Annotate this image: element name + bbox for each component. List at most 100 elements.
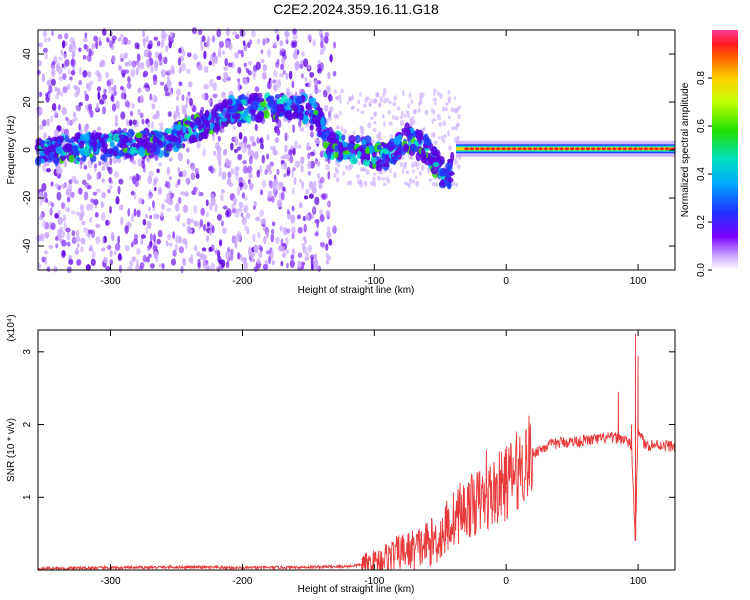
- noise-blob: [327, 71, 331, 80]
- ridge-blob: [301, 114, 309, 125]
- noise-blob: [229, 252, 234, 261]
- noise-blob: [208, 60, 213, 66]
- noise-blob: [312, 180, 317, 188]
- noise-blob: [163, 56, 168, 65]
- noise-blob: [279, 49, 283, 56]
- noise-blob: [412, 169, 415, 174]
- ridge-blob: [91, 140, 98, 146]
- noise-blob: [48, 85, 53, 94]
- noise-blob: [154, 62, 158, 72]
- noise-blob: [264, 169, 268, 176]
- noise-blob: [218, 239, 223, 247]
- noise-blob: [59, 230, 66, 239]
- noise-blob: [96, 188, 101, 194]
- noise-blob: [342, 171, 345, 176]
- ridge-peak: [501, 147, 506, 151]
- noise-blob: [285, 237, 289, 246]
- noise-blob: [348, 96, 353, 102]
- ridge-blob: [131, 138, 137, 144]
- noise-blob: [454, 126, 458, 131]
- noise-blob: [345, 164, 349, 171]
- noise-blob: [230, 142, 234, 151]
- noise-blob: [201, 35, 206, 43]
- noise-blob: [105, 160, 109, 169]
- noise-blob: [180, 191, 185, 196]
- noise-blob: [311, 206, 317, 216]
- noise-blob: [96, 172, 99, 181]
- noise-blob: [270, 233, 275, 243]
- noise-blob: [273, 41, 277, 48]
- noise-blob: [382, 113, 385, 119]
- noise-blob: [210, 262, 216, 272]
- ridge-blob: [157, 139, 163, 146]
- noise-blob: [408, 177, 413, 184]
- noise-blob: [292, 147, 296, 156]
- ridge-blob: [127, 128, 135, 139]
- snr-y-ticks: 1 2 3: [22, 349, 675, 500]
- noise-blob: [292, 124, 295, 134]
- noise-blob: [60, 49, 63, 56]
- noise-blob: [409, 120, 414, 126]
- noise-blob: [175, 105, 180, 114]
- noise-blob: [220, 188, 225, 194]
- ridge-blob: [333, 151, 339, 159]
- noise-blob: [373, 120, 377, 125]
- noise-blob: [221, 171, 227, 180]
- noise-blob: [177, 178, 181, 186]
- noise-blob: [109, 157, 113, 166]
- noise-blob: [372, 176, 376, 182]
- colorbar-label: Normalized spectral amplitude: [680, 82, 691, 217]
- noise-blob: [182, 237, 187, 245]
- noise-blob: [101, 178, 106, 183]
- noise-blob: [61, 250, 66, 257]
- ridge-blob: [103, 134, 110, 139]
- noise-blob: [132, 176, 136, 185]
- noise-blob: [242, 256, 247, 265]
- noise-blob: [142, 254, 148, 263]
- ridge-blob: [137, 146, 146, 156]
- noise-blob: [159, 81, 165, 86]
- noise-blob: [65, 227, 71, 233]
- noise-blob: [167, 233, 172, 241]
- noise-blob: [372, 127, 377, 133]
- noise-blob: [92, 191, 98, 196]
- noise-blob: [68, 43, 73, 53]
- noise-blob: [314, 196, 320, 206]
- noise-blob: [118, 264, 123, 274]
- spectrogram-y-tick-label: -40: [22, 238, 33, 253]
- noise-blob: [186, 158, 190, 165]
- noise-blob: [141, 198, 145, 205]
- noise-blob: [134, 42, 139, 49]
- noise-blob: [292, 187, 295, 196]
- noise-blob: [288, 70, 293, 80]
- noise-blob: [140, 234, 146, 239]
- noise-blob: [371, 139, 376, 144]
- noise-blob: [89, 80, 94, 85]
- noise-blob: [243, 204, 249, 213]
- noise-blob: [115, 196, 120, 205]
- noise-blob: [396, 106, 401, 111]
- noise-blob: [261, 72, 267, 80]
- noise-blob: [83, 43, 88, 50]
- noise-blob: [216, 152, 222, 161]
- noise-blob: [62, 214, 67, 223]
- noise-blob: [63, 128, 69, 136]
- noise-blob: [158, 122, 164, 127]
- noise-blob: [182, 169, 188, 178]
- noise-blob: [432, 92, 436, 97]
- ridge-blob: [337, 141, 343, 152]
- noise-blob: [93, 163, 98, 169]
- noise-blob: [186, 52, 192, 58]
- noise-blob: [237, 78, 241, 83]
- noise-blob: [205, 211, 209, 217]
- noise-blob: [241, 192, 246, 199]
- noise-blob: [313, 253, 318, 261]
- noise-blob: [272, 83, 278, 92]
- noise-blob: [210, 197, 216, 206]
- noise-blob: [186, 93, 191, 102]
- ridge-blob: [135, 132, 143, 139]
- noise-blob: [292, 33, 298, 41]
- noise-blob: [191, 27, 198, 35]
- noise-blob: [50, 202, 55, 208]
- noise-blob: [420, 164, 425, 171]
